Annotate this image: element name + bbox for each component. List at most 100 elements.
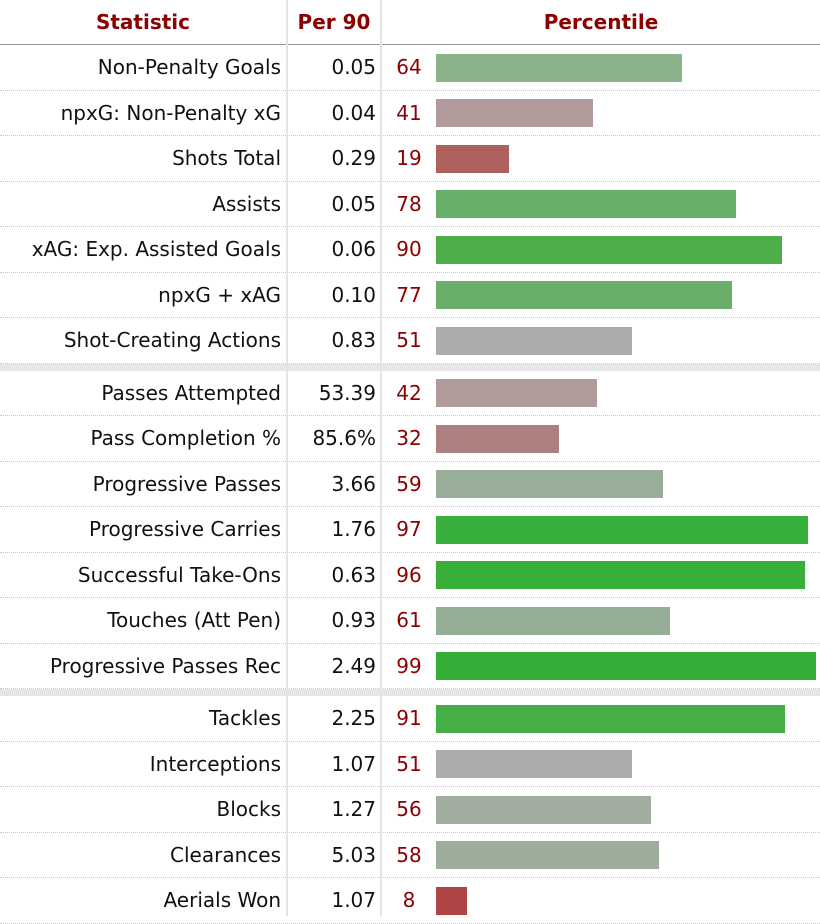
per90-value: 0.04 [331, 100, 376, 125]
percentile-bar [436, 144, 509, 173]
table-row: Pass Completion % 85.6% 32 [0, 416, 820, 462]
column-divider [286, 0, 288, 916]
percentile-bar [436, 750, 632, 779]
percentile-value: 51 [396, 328, 422, 352]
header-statistic[interactable]: Statistic [95, 10, 191, 34]
statistic-label: Passes Attempted [101, 380, 281, 405]
percentile-bar [436, 235, 782, 264]
percentile-bar [436, 470, 663, 499]
percentile-bar [436, 795, 652, 824]
percentile-value: 77 [396, 282, 422, 307]
percentile-value: 42 [396, 380, 422, 405]
statistic-label: Aerials Won [163, 888, 281, 912]
percentile-value: 51 [396, 751, 422, 776]
percentile-bar [436, 886, 467, 915]
statistic-label: Shot-Creating Actions [63, 328, 281, 352]
group-separator [0, 363, 820, 371]
statistic-label: npxG: Non-Penalty xG [60, 100, 281, 125]
per90-value: 2.49 [331, 653, 376, 678]
table-row: Progressive Passes Rec 2.49 99 [0, 644, 820, 689]
table-row: Non-Penalty Goals 0.05 64 [0, 45, 820, 91]
percentile-bar [436, 515, 809, 544]
percentile-value: 97 [396, 517, 422, 541]
table-row: xAG: Exp. Assisted Goals 0.06 90 [0, 227, 820, 273]
per90-value: 1.27 [331, 797, 376, 821]
percentile-value: 59 [396, 471, 422, 496]
percentile-value: 19 [396, 146, 422, 170]
per90-value: 0.29 [331, 146, 376, 170]
percentile-value: 32 [396, 426, 422, 450]
statistic-label: Interceptions [149, 751, 281, 776]
header-percentile[interactable]: Percentile [543, 10, 659, 34]
percentile-value: 8 [402, 888, 416, 912]
table-row: Shots Total 0.29 19 [0, 136, 820, 182]
per90-value: 2.25 [331, 706, 376, 730]
percentile-bar [436, 379, 598, 408]
percentile-bar [436, 652, 817, 681]
column-divider [380, 0, 382, 916]
percentile-bar [436, 281, 732, 310]
percentile-bar [436, 190, 736, 219]
per90-value: 1.76 [331, 517, 376, 541]
table-row: Touches (Att Pen) 0.93 61 [0, 598, 820, 644]
table-row: Interceptions 1.07 51 [0, 742, 820, 787]
table-row: npxG: Non-Penalty xG 0.04 41 [0, 91, 820, 136]
statistic-label: Clearances [170, 842, 281, 867]
statistic-label: Shots Total [172, 146, 281, 170]
percentile-bar [436, 841, 659, 870]
per90-value: 0.93 [331, 608, 376, 632]
header-per90[interactable]: Per 90 [297, 10, 371, 34]
table-row: Clearances 5.03 58 [0, 833, 820, 878]
statistic-label: Progressive Passes Rec [49, 653, 281, 678]
per90-value: 0.10 [331, 282, 376, 307]
per90-value: 0.63 [331, 562, 376, 587]
percentile-value: 96 [396, 562, 422, 587]
statistic-label: xAG: Exp. Assisted Goals [31, 237, 281, 261]
table-row: Progressive Passes 3.66 59 [0, 462, 820, 507]
per90-value: 0.83 [331, 328, 376, 352]
percentile-value: 61 [396, 608, 422, 632]
percentile-bar [436, 326, 632, 355]
table-body: Non-Penalty Goals 0.05 64 npxG: Non-Penalty… [0, 45, 820, 924]
table-row: Assists 0.05 78 [0, 182, 820, 227]
statistic-label: Progressive Passes [92, 471, 281, 496]
per90-value: 85.6% [312, 426, 376, 450]
percentile-value: 99 [396, 653, 422, 678]
table-row: Progressive Carries 1.76 97 [0, 507, 820, 553]
per90-value: 0.05 [331, 191, 376, 216]
percentile-value: 78 [396, 191, 422, 216]
table-row: Shot-Creating Actions 0.83 51 [0, 318, 820, 364]
table-row: Passes Attempted 53.39 42 [0, 371, 820, 416]
percentile-bar [436, 606, 671, 635]
table-row: Successful Take-Ons 0.63 96 [0, 553, 820, 598]
table-header: Statistic Per 90 Percentile [0, 0, 820, 45]
statistic-label: Assists [212, 191, 281, 216]
statistic-label: Blocks [216, 797, 281, 821]
percentile-value: 56 [396, 797, 422, 821]
table-row: Tackles 2.25 91 [0, 696, 820, 742]
statistic-label: Pass Completion % [90, 426, 281, 450]
percentile-bar [436, 424, 559, 453]
per90-value: 0.05 [331, 55, 376, 79]
percentile-value: 58 [396, 842, 422, 867]
percentile-value: 90 [396, 237, 422, 261]
per90-value: 0.06 [331, 237, 376, 261]
per90-value: 1.07 [331, 751, 376, 776]
table-row: npxG + xAG 0.10 77 [0, 273, 820, 318]
per90-value: 53.39 [318, 380, 376, 405]
table-row: Aerials Won 1.07 8 [0, 878, 820, 924]
percentile-bar [436, 704, 786, 733]
per90-value: 1.07 [331, 888, 376, 912]
percentile-value: 41 [396, 100, 422, 125]
percentile-value: 64 [396, 55, 422, 79]
table-row: Blocks 1.27 56 [0, 787, 820, 833]
statistic-label: npxG + xAG [158, 282, 281, 307]
percentile-bar [436, 561, 805, 590]
statistic-label: Successful Take-Ons [77, 562, 281, 587]
percentile-bar [436, 53, 682, 82]
percentile-bar [436, 99, 594, 128]
statistic-label: Progressive Carries [88, 517, 281, 541]
per90-value: 5.03 [331, 842, 376, 867]
statistic-label: Non-Penalty Goals [97, 55, 281, 79]
